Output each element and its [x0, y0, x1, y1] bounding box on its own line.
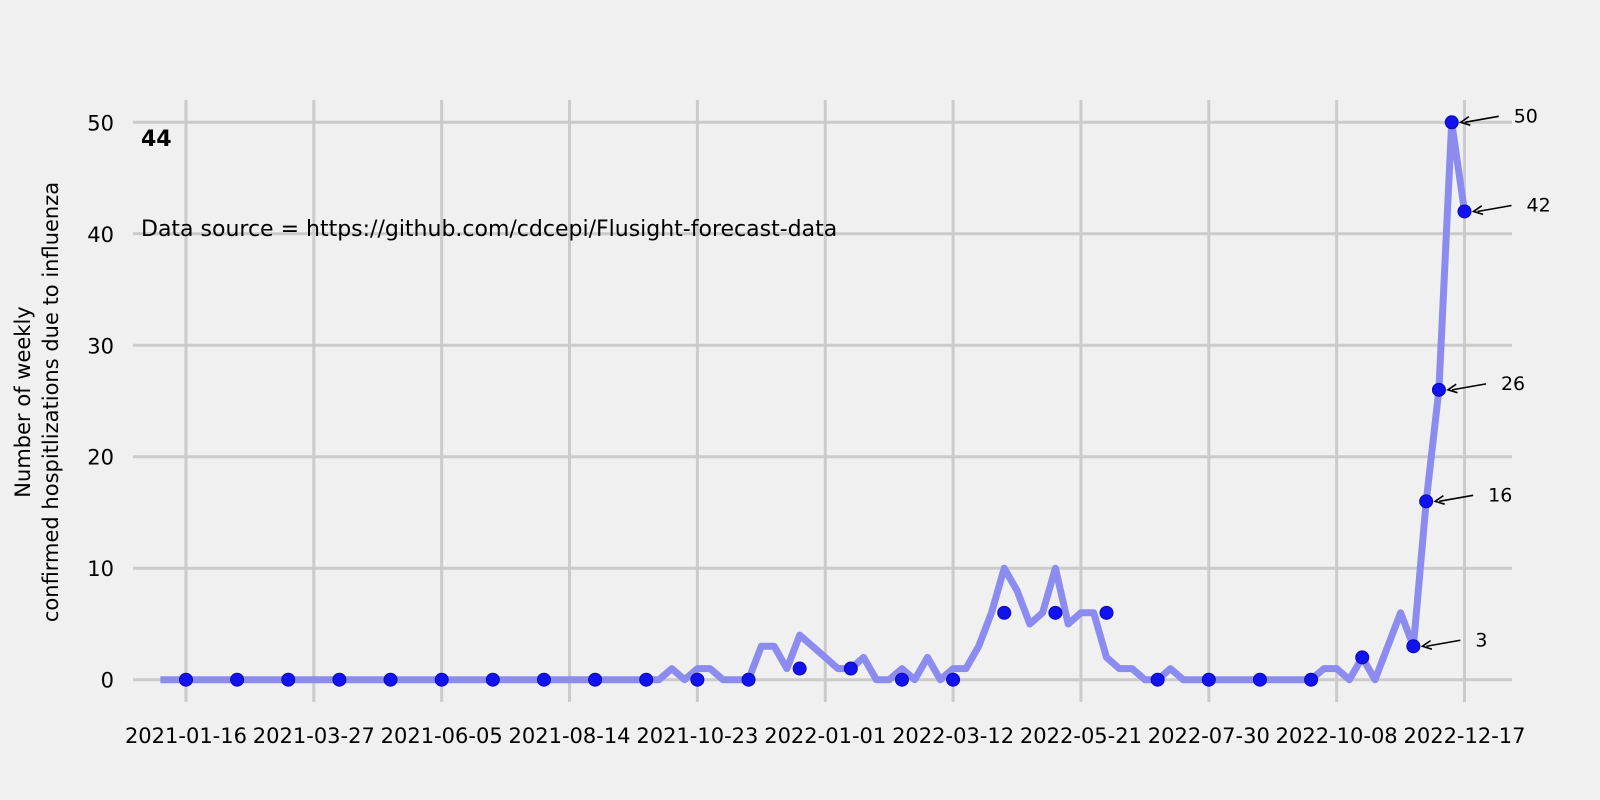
y-tick-labels: 0 10 20 30 40 50	[87, 111, 114, 692]
annotation-arrowhead	[1471, 205, 1484, 216]
annotation-arrow	[1451, 383, 1487, 391]
y-axis-label-line-1: Number of weekly	[11, 306, 35, 497]
annotation-label: 42	[1527, 194, 1551, 216]
y-tick-label: 50	[87, 111, 114, 135]
annotations-layer: 3 16 26 50 42	[1420, 105, 1551, 651]
y-tick-label: 10	[87, 557, 114, 581]
data-point	[178, 672, 193, 687]
data-point	[1444, 115, 1459, 130]
data-point	[843, 661, 858, 676]
data-point	[281, 672, 296, 687]
x-tick-label: 2022-10-08	[1276, 724, 1398, 748]
x-tick-label: 2021-06-05	[381, 724, 503, 748]
data-point	[1048, 605, 1063, 620]
annotation-arrowhead	[1433, 494, 1445, 505]
series-line	[160, 118, 1468, 684]
data-point	[230, 672, 245, 687]
data-point	[1419, 494, 1434, 509]
corner-value-label: 44	[141, 127, 172, 152]
y-tick-label: 0	[101, 669, 114, 693]
data-point	[1406, 639, 1421, 654]
annotation: 42	[1471, 194, 1551, 216]
x-tick-label: 2022-03-12	[892, 724, 1014, 748]
data-point	[639, 672, 654, 687]
data-point	[434, 672, 449, 687]
x-tick-label: 2022-12-17	[1403, 724, 1525, 748]
data-source-note: Data source = https://github.com/cdcepi/…	[141, 217, 837, 242]
annotation-arrowhead	[1446, 383, 1458, 394]
annotation: 3	[1420, 629, 1487, 651]
annotation-label: 3	[1475, 629, 1487, 651]
x-tick-label: 2021-08-14	[509, 724, 631, 748]
x-tick-label: 2021-10-23	[636, 724, 758, 748]
data-point	[1099, 605, 1114, 620]
data-point	[690, 672, 705, 687]
y-tick-label: 40	[87, 223, 114, 247]
annotation-label: 50	[1514, 105, 1538, 127]
y-tick-label: 30	[87, 334, 114, 358]
grid-lines	[133, 100, 1512, 702]
data-point	[1201, 672, 1216, 687]
annotation: 16	[1433, 484, 1512, 506]
data-point	[332, 672, 347, 687]
x-tick-label: 2022-07-30	[1148, 724, 1270, 748]
annotation-arrow	[1477, 204, 1512, 213]
y-tick-label: 20	[87, 446, 114, 470]
y-axis-label-line-2: confirmed hospitlizations due to influen…	[39, 182, 63, 622]
data-point	[383, 672, 398, 687]
data-point	[485, 672, 500, 687]
annotation-label: 16	[1488, 484, 1512, 506]
x-tick-label: 2021-03-27	[253, 724, 375, 748]
data-point	[588, 672, 603, 687]
data-point	[894, 672, 909, 687]
annotation-arrow	[1426, 639, 1461, 648]
annotation: 26	[1446, 373, 1525, 395]
x-tick-label: 2021-01-16	[125, 724, 247, 748]
annotation-label: 26	[1501, 373, 1525, 395]
data-point	[1304, 672, 1319, 687]
data-point	[997, 605, 1012, 620]
annotation: 50	[1458, 105, 1538, 127]
data-point	[1150, 672, 1165, 687]
data-point	[1252, 672, 1267, 687]
x-tick-labels: 2021-01-16 2021-03-27 2021-06-05 2021-08-14…	[125, 724, 1526, 748]
data-point	[1431, 382, 1446, 397]
data-point	[1355, 650, 1370, 665]
x-tick-label: 2022-05-21	[1020, 724, 1142, 748]
annotation-arrow	[1464, 115, 1499, 124]
data-points-layer	[178, 115, 1472, 687]
data-point	[741, 672, 756, 687]
data-point	[1457, 204, 1472, 219]
annotation-arrowhead	[1458, 115, 1471, 126]
series-line-layer	[160, 118, 1468, 684]
annotation-arrowhead	[1420, 639, 1433, 650]
x-tick-label: 2022-01-01	[764, 724, 886, 748]
annotation-arrow	[1439, 494, 1474, 503]
data-point	[536, 672, 551, 687]
data-point	[792, 661, 807, 676]
data-point	[946, 672, 961, 687]
